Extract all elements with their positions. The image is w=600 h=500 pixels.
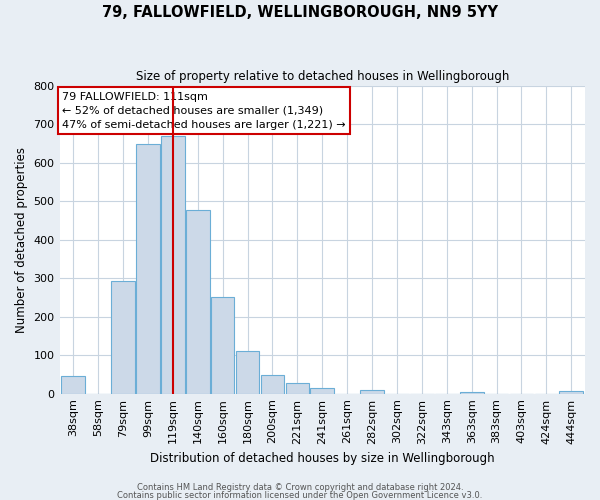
Text: 79 FALLOWFIELD: 111sqm
← 52% of detached houses are smaller (1,349)
47% of semi-: 79 FALLOWFIELD: 111sqm ← 52% of detached…: [62, 92, 346, 130]
Bar: [61, 376, 85, 394]
Bar: [460, 392, 484, 394]
Text: Contains public sector information licensed under the Open Government Licence v3: Contains public sector information licen…: [118, 490, 482, 500]
Bar: [161, 136, 185, 394]
Text: Contains HM Land Registry data © Crown copyright and database right 2024.: Contains HM Land Registry data © Crown c…: [137, 484, 463, 492]
Bar: [236, 350, 259, 394]
Title: Size of property relative to detached houses in Wellingborough: Size of property relative to detached ho…: [136, 70, 509, 83]
Bar: [111, 281, 135, 394]
Bar: [559, 391, 583, 394]
Bar: [211, 296, 235, 394]
Bar: [260, 375, 284, 394]
Bar: [136, 144, 160, 394]
Bar: [286, 383, 309, 394]
Bar: [360, 390, 384, 394]
X-axis label: Distribution of detached houses by size in Wellingborough: Distribution of detached houses by size …: [150, 452, 494, 465]
Text: 79, FALLOWFIELD, WELLINGBOROUGH, NN9 5YY: 79, FALLOWFIELD, WELLINGBOROUGH, NN9 5YY: [102, 5, 498, 20]
Bar: [310, 388, 334, 394]
Y-axis label: Number of detached properties: Number of detached properties: [15, 146, 28, 332]
Bar: [186, 210, 209, 394]
